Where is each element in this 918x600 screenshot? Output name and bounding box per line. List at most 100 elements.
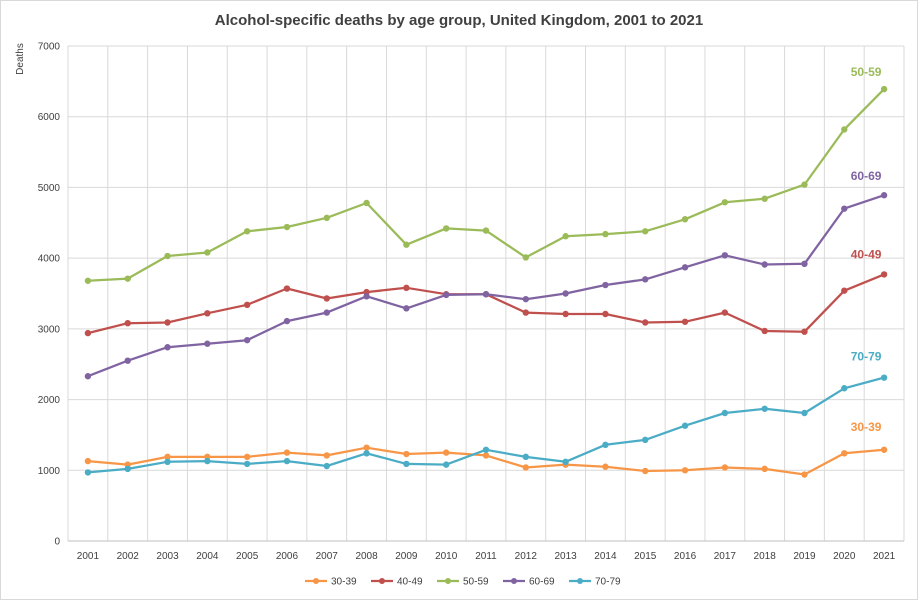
series-line-40-49 [87, 273, 885, 335]
data-point-60-69 [761, 261, 768, 268]
data-point-50-59 [84, 277, 92, 284]
data-point-60-69 [801, 260, 808, 267]
data-point-70-79 [363, 450, 370, 457]
data-point-30-39 [602, 463, 609, 470]
data-point-50-59 [642, 228, 649, 235]
data-point-60-69 [363, 293, 370, 300]
data-point-70-79 [84, 469, 92, 476]
data-point-60-69 [642, 276, 649, 283]
data-point-60-69 [323, 309, 330, 316]
data-point-30-39 [243, 453, 251, 461]
data-point-40-49 [801, 328, 808, 335]
legend-label-70-79: 70-79 [595, 577, 621, 588]
legend-label-50-59: 50-59 [463, 577, 489, 588]
data-point-70-79 [562, 458, 569, 465]
data-point-30-39 [642, 467, 649, 475]
x-tick-label: 2005 [236, 551, 259, 562]
data-point-70-79 [880, 374, 888, 381]
data-point-60-69 [164, 344, 171, 351]
data-point-60-69 [721, 252, 729, 259]
data-point-50-59 [283, 223, 291, 231]
series-line-60-69 [87, 194, 885, 378]
x-tick-label: 2014 [594, 551, 617, 562]
data-point-40-49 [243, 301, 251, 309]
data-point-50-59 [243, 228, 251, 235]
x-tick-label: 2015 [634, 551, 657, 562]
data-point-50-59 [442, 225, 450, 232]
x-tick-label: 2019 [793, 551, 816, 562]
data-point-30-39 [283, 449, 291, 456]
y-tick-label: 3000 [38, 324, 61, 335]
data-point-40-49 [323, 295, 330, 302]
y-tick-label: 7000 [38, 42, 61, 53]
data-point-30-39 [323, 452, 330, 459]
legend: 30-39 40-49 50-59 60-69 70-79 [305, 577, 621, 588]
data-point-60-69 [124, 357, 131, 364]
data-point-60-69 [602, 281, 609, 289]
x-tick-label: 2017 [714, 551, 737, 562]
y-tick-label: 1000 [38, 466, 61, 477]
data-point-70-79 [442, 461, 450, 468]
data-point-70-79 [681, 422, 689, 429]
x-tick-label: 2002 [117, 551, 140, 562]
data-point-70-79 [721, 409, 729, 417]
data-point-50-59 [323, 214, 330, 222]
data-point-70-79 [482, 446, 490, 453]
y-tick-label: 0 [54, 537, 60, 548]
data-point-30-39 [363, 444, 370, 451]
y-axis-label: Deaths [15, 43, 26, 75]
data-point-50-59 [841, 126, 848, 133]
data-point-60-69 [243, 336, 251, 344]
end-label-50-59: 50-59 [851, 65, 882, 79]
series-group [84, 85, 888, 478]
data-point-50-59 [681, 216, 689, 223]
data-point-50-59 [761, 195, 768, 202]
axes: 0 1000 2000 3000 4000 5000 6000 7000 2001 2002 200… [38, 42, 904, 562]
y-tick-label: 6000 [38, 112, 61, 123]
data-point-40-49 [681, 318, 689, 325]
data-point-70-79 [761, 405, 768, 412]
data-point-40-49 [642, 319, 649, 326]
data-point-40-49 [880, 271, 888, 278]
data-point-50-59 [124, 275, 131, 282]
data-point-30-39 [761, 465, 768, 473]
end-label-70-79: 70-79 [851, 350, 882, 364]
data-point-40-49 [164, 319, 171, 326]
data-point-70-79 [243, 460, 251, 468]
legend-marker-40-49 [379, 578, 385, 584]
end-label-40-49: 40-49 [851, 247, 882, 261]
data-point-60-69 [841, 205, 848, 212]
x-tick-label: 2010 [435, 551, 458, 562]
data-point-60-69 [204, 340, 211, 347]
data-point-60-69 [562, 290, 569, 297]
data-point-40-49 [721, 309, 729, 316]
data-point-70-79 [522, 453, 530, 461]
data-point-40-49 [403, 284, 410, 292]
data-point-40-49 [522, 309, 530, 316]
y-tick-label: 4000 [38, 254, 61, 265]
x-tick-label: 2007 [316, 551, 339, 562]
data-point-70-79 [204, 457, 211, 465]
data-point-40-49 [841, 287, 848, 294]
legend-marker-30-39 [313, 578, 319, 584]
data-point-60-69 [84, 373, 92, 380]
end-label-30-39: 30-39 [851, 420, 882, 434]
data-point-30-39 [164, 453, 171, 461]
x-tick-label: 2018 [754, 551, 777, 562]
data-point-30-39 [482, 452, 490, 459]
end-labels: 30-39 40-49 50-59 60-69 70-79 [851, 65, 882, 434]
legend-marker-70-79 [577, 578, 583, 584]
data-point-50-59 [801, 181, 808, 188]
data-point-70-79 [164, 458, 171, 465]
legend-marker-50-59 [445, 578, 451, 584]
data-point-70-79 [841, 385, 848, 392]
x-tick-label: 2003 [156, 551, 179, 562]
x-tick-label: 2013 [554, 551, 577, 562]
data-point-70-79 [801, 409, 808, 417]
data-point-50-59 [363, 199, 370, 207]
x-tick-label: 2006 [276, 551, 299, 562]
data-point-30-39 [522, 464, 530, 471]
data-point-60-69 [283, 317, 291, 325]
